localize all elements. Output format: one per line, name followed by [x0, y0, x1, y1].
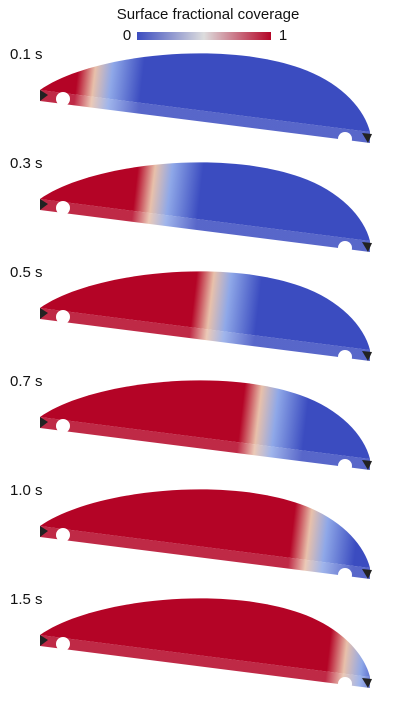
corner: [40, 308, 48, 319]
panel: 0.3 s: [10, 155, 372, 255]
top-surface: [40, 598, 370, 677]
colorbar-title: Surface fractional coverage: [117, 6, 300, 23]
top-surface: [40, 271, 370, 350]
notch: [56, 637, 70, 651]
corner: [362, 242, 372, 252]
top-surface: [40, 489, 370, 568]
colorbar-min: 0: [123, 27, 131, 44]
corner: [362, 133, 372, 143]
top-surface: [40, 162, 370, 241]
corner: [40, 635, 48, 646]
colorbar-max: 1: [279, 27, 287, 44]
notch: [56, 419, 70, 433]
panel: 0.5 s: [10, 264, 372, 364]
notch: [56, 310, 70, 324]
panel-label: 0.1 s: [10, 46, 43, 63]
side-face: [40, 417, 370, 470]
notch: [338, 459, 352, 473]
notch: [56, 528, 70, 542]
notch: [338, 350, 352, 364]
notch: [56, 201, 70, 215]
panel-label: 0.5 s: [10, 264, 43, 281]
corner: [40, 417, 48, 428]
panel: 1.0 s: [10, 482, 372, 582]
corner: [40, 90, 48, 101]
corner: [40, 199, 48, 210]
notch: [56, 92, 70, 106]
side-face: [40, 199, 370, 252]
top-surface: [40, 380, 370, 459]
panel-label: 1.5 s: [10, 591, 43, 608]
corner: [362, 678, 372, 688]
panel: 0.7 s: [10, 373, 372, 473]
panel-label: 0.3 s: [10, 155, 43, 172]
side-face: [40, 526, 370, 579]
panel: 0.1 s: [10, 46, 372, 146]
panel-label: 0.7 s: [10, 373, 43, 390]
corner: [362, 460, 372, 470]
side-face: [40, 308, 370, 361]
side-face: [40, 90, 370, 143]
corner: [362, 569, 372, 579]
panel: 1.5 s: [10, 591, 372, 691]
corner: [40, 526, 48, 537]
corner: [362, 351, 372, 361]
side-face: [40, 635, 370, 688]
notch: [338, 132, 352, 146]
panel-label: 1.0 s: [10, 482, 43, 499]
notch: [338, 568, 352, 582]
notch: [338, 241, 352, 255]
top-surface: [40, 53, 370, 132]
colorbar: [137, 32, 271, 40]
notch: [338, 677, 352, 691]
